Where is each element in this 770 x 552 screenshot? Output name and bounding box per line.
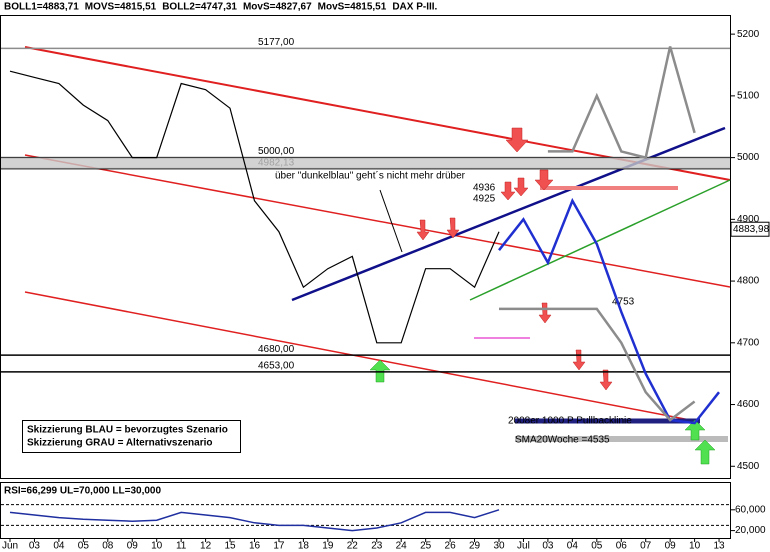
y-tick-label: 4700 bbox=[737, 337, 760, 348]
indicator: BOLL2=4747,31 bbox=[162, 2, 237, 13]
green-arrows bbox=[369, 359, 716, 465]
x-tick-label: 05 bbox=[78, 541, 90, 552]
x-tick-label: 25 bbox=[420, 541, 432, 552]
x-tick-label: 05 bbox=[591, 541, 603, 552]
x-tick-label: Jun bbox=[2, 541, 18, 552]
red-arrow bbox=[534, 169, 554, 191]
x-tick-label: 04 bbox=[53, 541, 65, 552]
x-tick-label: Jul bbox=[517, 541, 530, 552]
y-tick-label: 5000 bbox=[737, 152, 760, 163]
red-arrow bbox=[446, 217, 460, 239]
rsi-tick-label: 60,000 bbox=[735, 504, 766, 515]
note-pointer bbox=[379, 189, 403, 253]
green-trend bbox=[469, 179, 731, 301]
x-tick-label: 09 bbox=[665, 541, 677, 552]
legend-text: Skizzierung BLAU = bevorzugtes Szenario bbox=[27, 425, 228, 436]
y-tick-label: 4900 bbox=[737, 214, 760, 225]
y-tick-label: 5100 bbox=[737, 91, 760, 102]
x-tick-label: 17 bbox=[273, 541, 285, 552]
green-arrow bbox=[369, 359, 391, 383]
x-tick-label: 22 bbox=[347, 541, 359, 552]
red-arrow bbox=[572, 349, 586, 371]
x-tick-label: 23 bbox=[371, 541, 383, 552]
x-tick-label: 10 bbox=[689, 541, 701, 552]
indicator: MOVS=4815,51 bbox=[85, 2, 157, 13]
indicator: MovS=4827,67 bbox=[243, 2, 312, 13]
series-line bbox=[498, 197, 720, 425]
x-tick-label: 06 bbox=[616, 541, 628, 552]
x-tick-label: 07 bbox=[640, 541, 652, 552]
x-tick-label: 29 bbox=[469, 541, 481, 552]
annotation: 4936 bbox=[473, 183, 496, 194]
dark-blue-trend bbox=[291, 126, 726, 302]
rsi-tick-label: 20,000 bbox=[735, 525, 766, 536]
y-tick-label: 4600 bbox=[737, 399, 760, 410]
last-price-box bbox=[730, 221, 770, 237]
x-tick-label: 19 bbox=[322, 541, 334, 552]
y-tick-label: 4500 bbox=[737, 461, 760, 472]
x-tick-label: 26 bbox=[445, 541, 457, 552]
main-frame bbox=[0, 15, 731, 479]
x-tick-label: 11 bbox=[176, 541, 187, 552]
series-line bbox=[9, 70, 500, 344]
indicator: BOLL1=4883,71 bbox=[4, 2, 79, 13]
y-tick-label: 5200 bbox=[737, 29, 760, 40]
legend-box bbox=[22, 420, 241, 453]
x-tick-label: 30 bbox=[493, 541, 505, 552]
indicator: MovS=4815,51 bbox=[318, 2, 387, 13]
red-arrow bbox=[505, 127, 529, 153]
x-tick-label: 24 bbox=[396, 541, 408, 552]
red-arrow bbox=[538, 302, 552, 324]
series-line bbox=[499, 307, 696, 422]
level-label: 5000,00 bbox=[258, 146, 295, 157]
green-arrow bbox=[684, 419, 706, 441]
x-tick-label: 18 bbox=[298, 541, 310, 552]
x-tick-label: 15 bbox=[224, 541, 236, 552]
x-tick-label: 13 bbox=[713, 541, 725, 552]
x-tick-label: 08 bbox=[102, 541, 114, 552]
channel-mid bbox=[24, 154, 731, 288]
green-arrow bbox=[694, 439, 716, 465]
x-tick-label: 16 bbox=[249, 541, 261, 552]
red-arrow bbox=[416, 219, 430, 241]
red-arrow bbox=[500, 181, 516, 201]
indicator: DAX P-III. bbox=[392, 2, 437, 13]
header: BOLL1=4883,71 MOVS=4815,51 BOLL2=4747,31 Mo… bbox=[4, 2, 438, 13]
legend-text: Skizzierung GRAU = Alternativszenario bbox=[27, 438, 213, 449]
x-tick-label: 03 bbox=[542, 541, 554, 552]
rsi-label: RSI=66,299 UL=70,000 LL=30,000 bbox=[4, 486, 161, 497]
red-arrows bbox=[416, 127, 613, 391]
red-arrow bbox=[513, 177, 529, 197]
level-band bbox=[1, 157, 730, 169]
y-tick-label: 4800 bbox=[737, 276, 760, 287]
rsi-line bbox=[9, 509, 500, 532]
x-tick-label: 09 bbox=[127, 541, 139, 552]
x-tick-label: 10 bbox=[151, 541, 163, 552]
x-tick-label: 03 bbox=[29, 541, 41, 552]
level-label: 5177,00 bbox=[258, 37, 295, 48]
last-price-label: 4883,98 bbox=[733, 224, 770, 235]
annotation: 4753 bbox=[612, 297, 635, 308]
series-line bbox=[547, 46, 696, 160]
annotation: über "dunkelblau" geht´s nicht mehr drüb… bbox=[275, 170, 466, 182]
level-label: 4680,00 bbox=[258, 344, 295, 355]
x-tick-label: 12 bbox=[200, 541, 212, 552]
annotation: 2008er 1000 P Pullbacklinie bbox=[508, 416, 632, 427]
annotation: 4925 bbox=[473, 194, 496, 205]
level-label: 4653,00 bbox=[258, 360, 295, 371]
channel-bottom bbox=[24, 291, 691, 421]
x-tick-label: 04 bbox=[567, 541, 579, 552]
rsi-frame bbox=[0, 482, 731, 539]
annotation: SMA20Woche =4535 bbox=[515, 435, 610, 446]
